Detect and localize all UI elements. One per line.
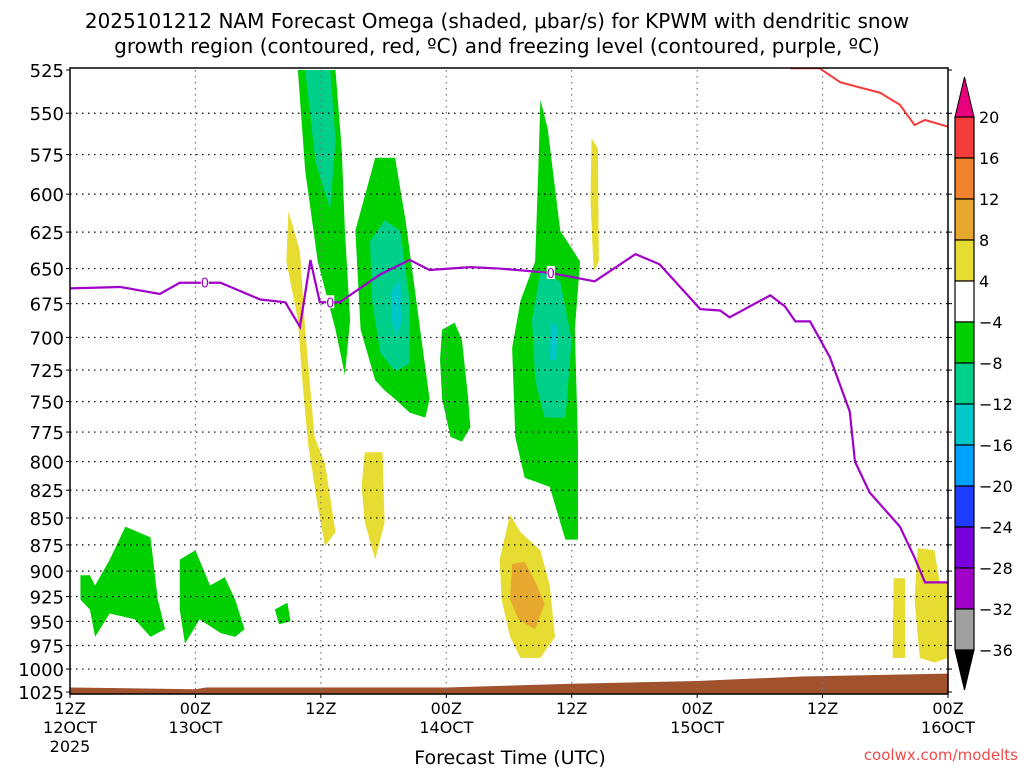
y-tick-label: 1000 [18,660,64,681]
colorbar-label: 20 [979,108,999,127]
colorbar-box [954,239,975,282]
x-tick-label: 12Z [556,699,587,718]
chart-title-line1: 2025101212 NAM Forecast Omega (shaded, μ… [85,9,909,33]
colorbar-box [954,567,975,610]
ground-terrain [70,673,948,694]
plot-frame [69,67,949,695]
plot-content: 0 0 0 [70,68,948,694]
colorbar-box [954,321,975,364]
y-tick-label: 750 [30,393,64,414]
x-tick-label: 15OCT [670,718,724,737]
omega-region [369,220,410,372]
colorbar-box [954,116,975,159]
y-tick-label: 650 [30,260,64,281]
y-tick-label: 700 [30,328,64,349]
y-tick-label: 800 [30,453,64,474]
colorbar-label: −24 [979,518,1013,537]
omega-region [297,70,351,376]
contour-label-bg [326,295,335,309]
y-tick-label: 775 [30,423,64,444]
y-tick-label: 925 [30,588,64,609]
colorbar-label: −36 [979,641,1013,660]
freezing-level-label: 0 [326,296,334,311]
y-tick-label: 525 [30,61,64,82]
colorbar-box [954,157,975,200]
x-tick-label: 16OCT [921,718,975,737]
y-tick-label: 950 [30,612,64,633]
y-tick-label: 1025 [18,683,64,704]
y-tick-label: 725 [30,361,64,382]
y-tick-label: 600 [30,185,64,206]
colorbar-label: −4 [979,313,1003,332]
omega-region [286,211,336,546]
x-tick-label: 12OCT [43,718,97,737]
colorbar-label: −16 [979,436,1013,455]
y-tick-label: 675 [30,295,64,316]
omega-region [391,279,403,337]
colorbar-box [954,280,975,323]
colorbar-label: −20 [979,477,1013,496]
colorbar-box [954,403,975,446]
omega-region [305,70,336,210]
colorbar-label: −28 [979,559,1013,578]
colorbar-box [954,444,975,487]
colorbar: 20 16 12 8 4 −4 −8 −12 −16 −20 −24 −28 −32 −36 [954,76,1013,691]
x-tick-label: 12Z [807,699,838,718]
omega-region [510,561,545,630]
omega-region [274,602,291,625]
x-tick-label: 2025 [50,737,91,756]
x-tick-label: 14OCT [419,718,473,737]
y-tick-label: 975 [30,637,64,658]
colorbar-box [954,485,975,528]
x-tick-label: 00Z [681,699,712,718]
y-tick-label: 900 [30,562,64,583]
x-axis-label: Forecast Time (UTC) [414,747,605,768]
omega-region [914,548,948,663]
colorbar-box [954,362,975,405]
omega-region [440,322,471,442]
freezing-level-label: 0 [201,277,209,292]
colorbar-under-triangle [954,649,975,691]
omega-region [80,526,166,637]
axes: 525 550 575 600 625 650 675 700 725 750 775 800 825 8… [18,61,975,756]
omega-region [179,550,245,644]
y-tick-label: 825 [30,481,64,502]
y-tick-label: 575 [30,146,64,167]
x-tick-label: 00Z [180,699,211,718]
colorbar-label: 12 [979,190,999,209]
contour-label-bg [200,275,209,289]
omega-region [361,452,385,560]
contour-label-bg [546,266,555,280]
y-tick-label: 875 [30,536,64,557]
colorbar-label: 4 [979,272,989,291]
colorbar-label: −12 [979,395,1013,414]
y-tick-label: 850 [30,509,64,530]
colorbar-label: 16 [979,149,999,168]
colorbar-label: 8 [979,231,989,250]
colorbar-box [954,608,975,651]
freezing-level-line [70,252,948,584]
colorbar-label: −8 [979,354,1003,373]
x-tick-label: 13OCT [168,718,222,737]
x-tick-label: 12Z [54,699,85,718]
credit-text: coolwx.com/modelts [864,746,1018,764]
omega-region [892,578,906,658]
dendritic-growth-contour [790,68,948,128]
x-tick-label: 12Z [305,699,336,718]
omega-region [549,320,559,360]
x-tick-label: 00Z [932,699,963,718]
x-tick-label: 00Z [431,699,462,718]
chart-title-line2: growth region (contoured, red, ºC) and f… [114,34,880,58]
y-tick-label: 550 [30,104,64,125]
colorbar-box [954,526,975,569]
colorbar-over-triangle [954,76,975,118]
y-tick-label: 625 [30,223,64,244]
colorbar-box [954,198,975,241]
plot-area: 0 0 0 [70,68,948,694]
freezing-level-label: 0 [547,267,555,282]
colorbar-label: −32 [979,600,1013,619]
omega-region [590,138,599,272]
